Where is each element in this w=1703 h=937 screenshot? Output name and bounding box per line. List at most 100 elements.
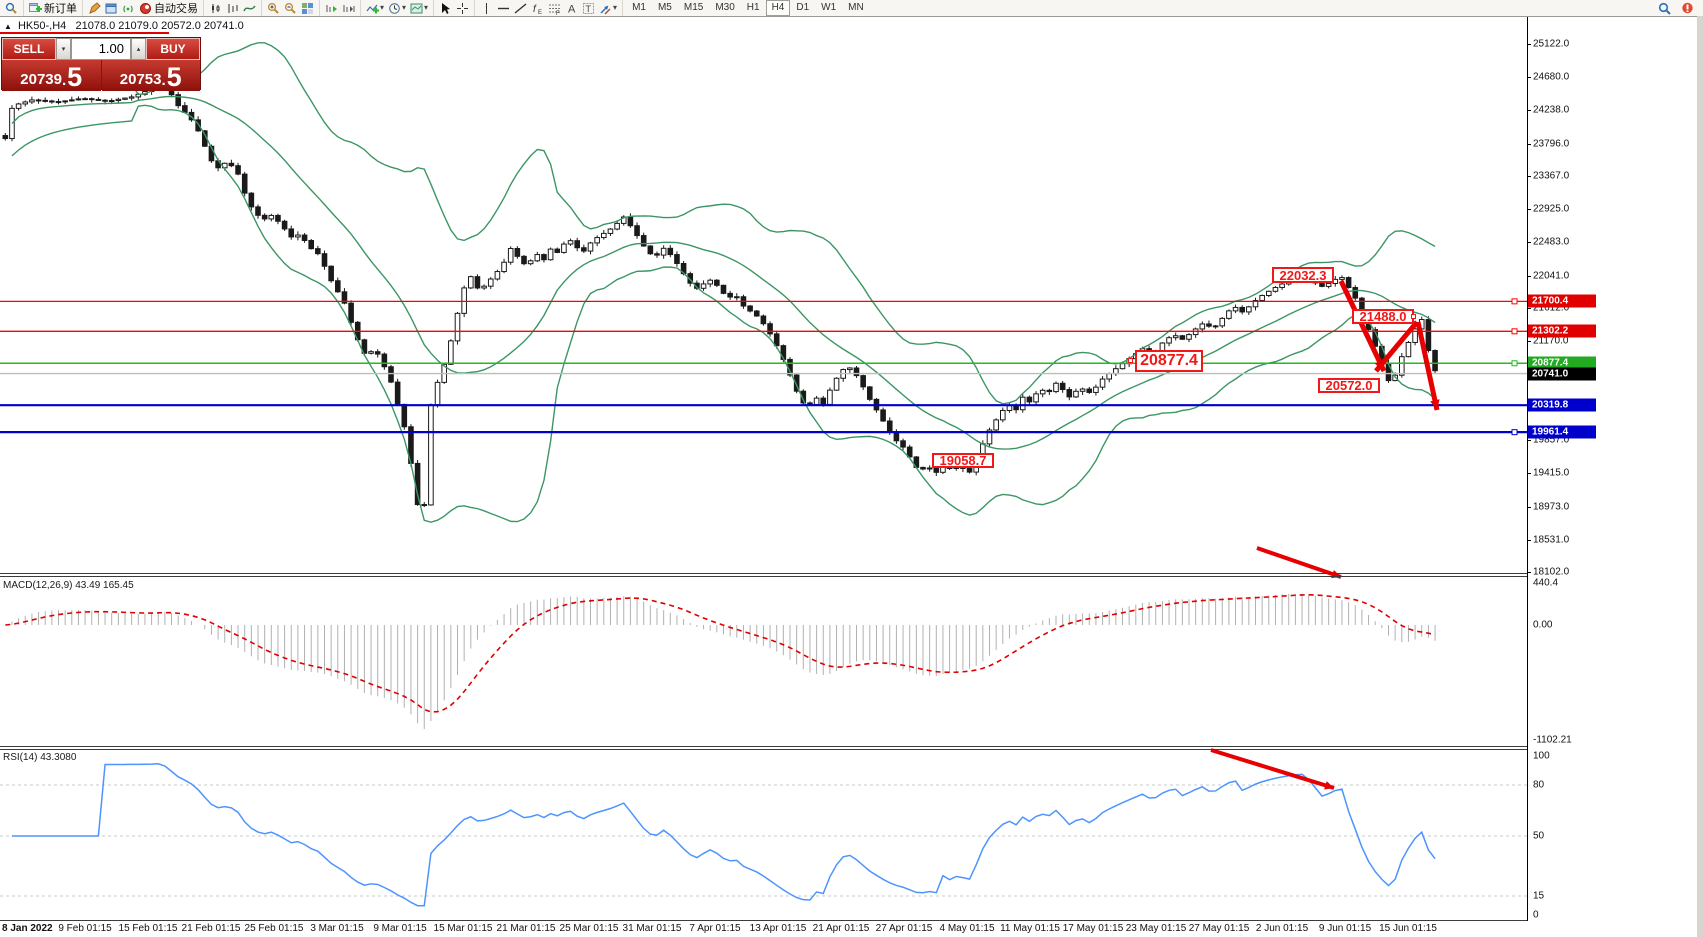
zoom-in-icon[interactable] <box>265 1 282 15</box>
price-tick-mark <box>1527 440 1531 441</box>
buy-price-main: 20753 <box>119 71 162 88</box>
price-annotation-22032.3[interactable]: 22032.3 <box>1272 267 1334 283</box>
pane-separator-rsi2 <box>0 749 1527 750</box>
hline-icon[interactable] <box>495 1 512 15</box>
autotrade-label[interactable]: 自动交易 <box>154 3 198 15</box>
date-label: 25 Mar 01:15 <box>559 923 619 934</box>
clock-icon[interactable]: ▾ <box>386 1 408 15</box>
price-tick-mark <box>1527 242 1531 243</box>
price-tick-mark <box>1527 572 1531 573</box>
clock-caret-icon[interactable]: ▾ <box>402 3 407 12</box>
date-label: 9 Feb 01:15 <box>58 923 112 934</box>
new-order-icon[interactable]: 新订单 <box>27 1 79 15</box>
timeframe-m5-button[interactable]: M5 <box>657 2 672 13</box>
vline-icon[interactable] <box>478 1 495 15</box>
macd-axis-label: 440.4 <box>1533 577 1559 589</box>
template-caret-icon[interactable]: ▾ <box>424 3 429 12</box>
text-a-icon[interactable]: A <box>563 1 580 15</box>
autotrade-icon[interactable]: 自动交易 <box>137 1 200 15</box>
timeframe-m15-button[interactable]: M15 <box>683 2 704 13</box>
crayon-icon[interactable] <box>86 1 103 15</box>
price-annotation-20877.4[interactable]: 20877.4 <box>1135 350 1203 372</box>
date-label: 27 May 01:15 <box>1188 923 1250 934</box>
svg-text:A: A <box>568 3 576 15</box>
date-label: 15 Feb 01:15 <box>118 923 178 934</box>
annotation-handle[interactable] <box>1411 314 1416 319</box>
text-t-icon[interactable]: T <box>580 1 597 15</box>
price-tick-mark <box>1527 144 1531 145</box>
timeframe-h4-button[interactable]: H4 <box>765 0 791 16</box>
rsi-label: RSI(14) 43.3080 <box>3 752 77 763</box>
buy-price-button[interactable]: 20753 . 5 <box>101 60 200 91</box>
magnifier-icon[interactable] <box>3 1 20 15</box>
window-icon[interactable] <box>103 1 120 15</box>
svg-text:F: F <box>556 11 560 15</box>
date-label: 21 Mar 01:15 <box>496 923 556 934</box>
trendline-icon[interactable] <box>512 1 529 15</box>
buy-button[interactable]: BUY <box>146 38 200 60</box>
price-axis-label: 22925.0 <box>1533 203 1570 215</box>
pane-separator-macd[interactable] <box>0 573 1527 574</box>
price-axis-label: 18531.0 <box>1533 534 1570 546</box>
price-tag-20319.8: 20319.8 <box>1528 398 1596 412</box>
rsi-axis-label: 50 <box>1533 830 1545 842</box>
date-label: 27 Apr 01:15 <box>875 923 933 934</box>
search-icon[interactable] <box>1656 1 1673 15</box>
price-axis-label: 24238.0 <box>1533 104 1570 116</box>
price-annotation-19058.7[interactable]: 19058.7 <box>932 453 994 468</box>
chart-play-icon[interactable] <box>323 1 340 15</box>
timeframe-mn-button[interactable]: MN <box>848 2 864 13</box>
signal-icon[interactable] <box>120 1 137 15</box>
date-label: 7 Apr 01:15 <box>689 923 741 934</box>
new-order-label[interactable]: 新订单 <box>44 3 77 15</box>
tick-direction-icon: ▲ <box>4 22 12 31</box>
curve-icon[interactable] <box>241 1 258 15</box>
timeframe-m30-button[interactable]: M30 <box>715 2 735 13</box>
price-axis-label: 21612.0 <box>1533 302 1570 314</box>
notification-chat-icon[interactable] <box>1679 1 1696 15</box>
chart-ohlc: 21078.0 21079.0 20572.0 20741.0 <box>75 20 244 32</box>
time-axis-line <box>0 920 1527 921</box>
bars-down-icon[interactable] <box>224 1 241 15</box>
cursor-icon[interactable] <box>437 1 454 15</box>
crosshair-icon[interactable] <box>454 1 471 15</box>
date-label: 25 Feb 01:15 <box>244 923 304 934</box>
pane-separator-rsi[interactable] <box>0 746 1527 747</box>
chart-step-icon[interactable] <box>340 1 357 15</box>
sell-price-button[interactable]: 20739 . 5 <box>2 60 101 91</box>
lot-decrease-button[interactable]: ▾ <box>56 38 71 60</box>
price-tick-mark <box>1527 276 1531 277</box>
timeframe-m1-button[interactable]: M1 <box>632 2 646 13</box>
date-label: 3 Mar 01:15 <box>310 923 364 934</box>
macd-axis-label: 0.00 <box>1533 619 1553 631</box>
indicator-add-icon[interactable]: ▾ <box>364 1 386 15</box>
one-click-trading-panel: SELL ▾ 1.00 ▴ BUY 20739 . 5 20753 . 5 <box>1 37 201 91</box>
zoom-out-icon[interactable] <box>282 1 299 15</box>
macd-axis-label: -1102.21 <box>1533 734 1572 746</box>
sell-button[interactable]: SELL <box>2 38 56 60</box>
indicator-add-caret-icon[interactable]: ▾ <box>380 3 385 12</box>
timeframe-w1-button[interactable]: W1 <box>821 2 837 13</box>
lot-increase-button[interactable]: ▴ <box>131 38 146 60</box>
price-tag-19961.4: 19961.4 <box>1528 425 1596 439</box>
red-trendline-segment[interactable] <box>0 32 169 34</box>
annotation-handle[interactable] <box>1128 358 1133 363</box>
arrows-caret-icon[interactable]: ▾ <box>613 3 618 12</box>
arrows-icon[interactable]: ▾ <box>597 1 619 15</box>
tile-icon[interactable] <box>299 1 316 15</box>
sell-price-pips: 5 <box>67 62 83 92</box>
date-label: 4 May 01:15 <box>939 923 995 934</box>
lot-size-input[interactable]: 1.00 <box>71 38 131 60</box>
bars-up-icon[interactable] <box>207 1 224 15</box>
rsi-axis-label: 0 <box>1533 909 1539 921</box>
date-label: 2 Jun 01:15 <box>1255 923 1309 934</box>
channel-icon[interactable]: F <box>546 1 563 15</box>
price-annotation-21488.0[interactable]: 21488.0 <box>1352 309 1414 324</box>
price-annotation-20572.0[interactable]: 20572.0 <box>1318 378 1380 393</box>
timeframe-h1-button[interactable]: H1 <box>746 2 760 13</box>
timeframe-d1-button[interactable]: D1 <box>796 2 810 13</box>
template-icon[interactable]: ▾ <box>408 1 430 15</box>
